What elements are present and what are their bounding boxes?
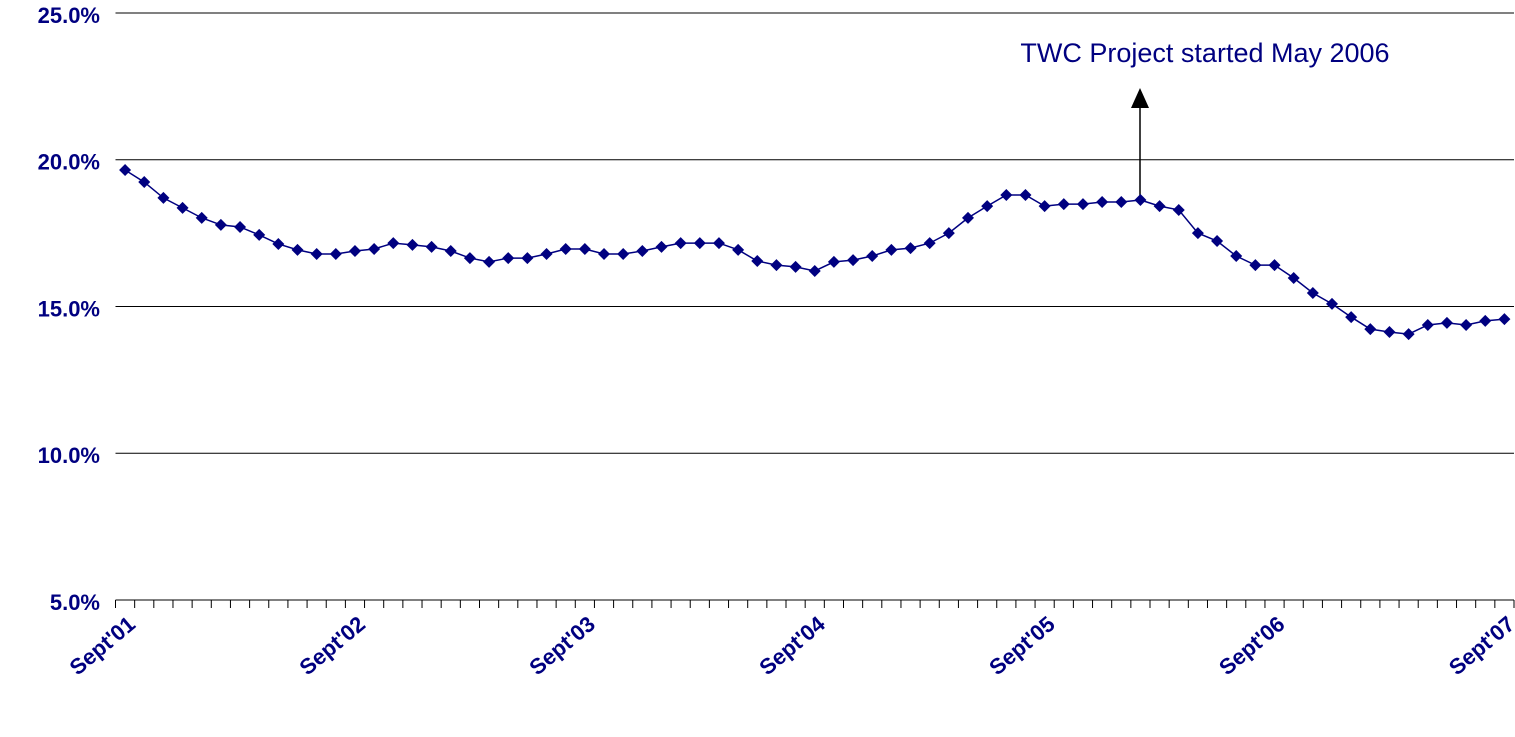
- marker: [962, 211, 975, 224]
- marker: [1440, 316, 1453, 329]
- marker: [1191, 227, 1204, 240]
- marker: [981, 200, 994, 213]
- marker: [540, 247, 553, 260]
- marker: [406, 238, 419, 251]
- marker: [598, 247, 611, 260]
- marker: [559, 242, 572, 255]
- marker: [1000, 188, 1013, 201]
- y-tick-label: 10.0%: [38, 443, 100, 468]
- marker: [1019, 188, 1032, 201]
- arrow-head: [1131, 88, 1149, 108]
- y-tick-label: 5.0%: [50, 590, 100, 615]
- marker: [1172, 203, 1185, 216]
- marker: [157, 191, 170, 204]
- marker: [636, 245, 649, 258]
- marker: [617, 247, 630, 260]
- marker: [1460, 318, 1473, 331]
- marker: [214, 218, 227, 231]
- marker: [1383, 326, 1396, 339]
- marker: [483, 255, 496, 268]
- marker: [176, 201, 189, 214]
- marker: [751, 255, 764, 268]
- x-tick-label: Sept'04: [754, 611, 830, 680]
- y-tick-label: 15.0%: [38, 296, 100, 321]
- marker: [329, 247, 342, 260]
- x-tick-label: Sept'02: [295, 611, 370, 680]
- marker: [827, 255, 840, 268]
- marker: [368, 242, 381, 255]
- marker: [195, 211, 208, 224]
- marker: [1326, 297, 1339, 310]
- marker: [1057, 198, 1070, 211]
- marker: [712, 237, 725, 250]
- marker: [1287, 272, 1300, 285]
- marker: [655, 240, 668, 253]
- marker: [1249, 259, 1262, 272]
- marker: [310, 247, 323, 260]
- y-tick-label: 20.0%: [38, 150, 100, 175]
- marker: [1364, 323, 1377, 336]
- marker: [444, 245, 457, 258]
- x-tick-label: Sept'01: [65, 611, 140, 680]
- marker: [1211, 235, 1224, 248]
- marker: [1134, 193, 1147, 206]
- marker: [502, 252, 515, 265]
- marker: [885, 243, 898, 256]
- x-tick-label: Sept'07: [1444, 611, 1515, 680]
- marker: [1345, 311, 1358, 324]
- marker: [387, 237, 400, 250]
- marker: [808, 264, 821, 277]
- marker: [693, 237, 706, 250]
- marker: [1498, 313, 1511, 326]
- marker: [234, 220, 247, 233]
- marker: [463, 252, 476, 265]
- marker: [425, 240, 438, 253]
- x-tick-label: Sept'06: [1214, 611, 1289, 680]
- marker: [1076, 198, 1089, 211]
- marker: [847, 254, 860, 267]
- marker: [138, 176, 151, 189]
- annotation: TWC Project started May 2006: [1020, 38, 1389, 68]
- marker: [348, 245, 361, 258]
- marker: [1096, 196, 1109, 209]
- marker: [1306, 286, 1319, 299]
- marker: [866, 250, 879, 263]
- marker: [942, 227, 955, 240]
- marker: [253, 228, 266, 241]
- marker: [923, 237, 936, 250]
- marker: [1421, 318, 1434, 331]
- marker: [1153, 200, 1166, 213]
- marker: [1115, 196, 1128, 209]
- marker: [904, 242, 917, 255]
- marker: [1038, 200, 1051, 213]
- marker: [789, 260, 802, 273]
- marker: [521, 252, 534, 265]
- marker: [291, 243, 304, 256]
- marker: [1402, 328, 1415, 341]
- marker: [770, 259, 783, 272]
- x-tick-label: Sept'05: [984, 611, 1059, 680]
- x-tick-label: Sept'03: [524, 611, 599, 680]
- marker: [1268, 259, 1281, 272]
- marker: [272, 237, 285, 250]
- y-tick-label: 25.0%: [38, 3, 100, 28]
- marker: [674, 237, 687, 250]
- marker: [732, 243, 745, 256]
- marker: [119, 164, 132, 177]
- marker: [578, 242, 591, 255]
- marker: [1479, 314, 1492, 327]
- marker: [1230, 250, 1243, 263]
